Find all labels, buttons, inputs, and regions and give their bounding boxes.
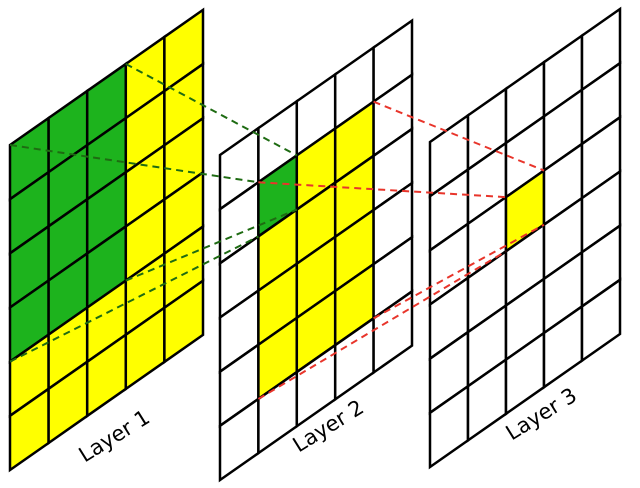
connection-line [257, 250, 507, 400]
layer-grid [8, 7, 205, 473]
connection-line [373, 100, 545, 172]
connection-line [9, 144, 259, 184]
grid-cell [372, 289, 414, 375]
connection-line [9, 235, 259, 363]
layer-grid [218, 18, 414, 483]
grid-cell [163, 278, 205, 365]
connection-line [258, 181, 507, 199]
connection-line [373, 223, 545, 320]
connection-line [125, 208, 298, 282]
layers [8, 6, 622, 483]
connections [9, 63, 545, 400]
layer-grid [428, 6, 622, 470]
grid-cell [580, 277, 622, 364]
connection-line [125, 63, 298, 157]
